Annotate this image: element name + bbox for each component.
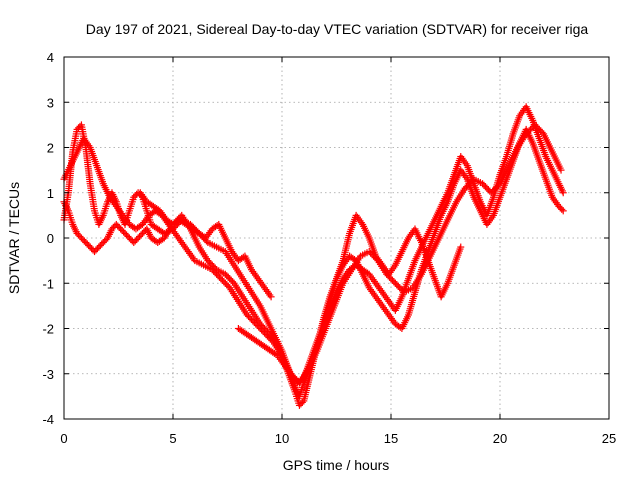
data-point [137, 222, 145, 230]
data-points [60, 103, 567, 409]
data-point [457, 243, 465, 251]
data-point [298, 398, 306, 406]
x-tick-label: 0 [60, 431, 67, 446]
x-tick-label: 15 [384, 431, 398, 446]
data-point [538, 128, 546, 136]
y-tick-label: 3 [47, 95, 54, 110]
y-tick-label: -2 [42, 322, 54, 337]
data-point [557, 166, 565, 174]
data-point [200, 233, 208, 241]
data-point [558, 205, 566, 213]
y-axis-label: SDTVAR / TECUs [6, 182, 22, 294]
x-tick-label: 20 [493, 431, 507, 446]
data-point [559, 189, 567, 197]
y-tick-label: 1 [47, 186, 54, 201]
data-point [272, 351, 280, 359]
data-point [495, 181, 503, 189]
y-tick-label: 2 [47, 141, 54, 156]
axis-ticks: 0 5 10 15 20 25 -4 -3 -2 -1 0 1 2 3 4 [42, 50, 616, 446]
y-tick-label: -1 [42, 276, 54, 291]
data-point [267, 293, 275, 301]
y-tick-label: 4 [47, 50, 54, 65]
data-point [364, 269, 372, 277]
chart-title: Day 197 of 2021, Sidereal Day-to-day VTE… [86, 21, 589, 37]
y-tick-label: -3 [42, 367, 54, 382]
data-point [559, 207, 567, 215]
x-axis-label: GPS time / hours [283, 457, 390, 473]
y-tick-label: 0 [47, 231, 54, 246]
x-tick-label: 5 [169, 431, 176, 446]
y-tick-label: -4 [42, 412, 54, 427]
x-tick-label: 25 [602, 431, 616, 446]
data-point [154, 206, 162, 214]
x-tick-label: 10 [275, 431, 289, 446]
